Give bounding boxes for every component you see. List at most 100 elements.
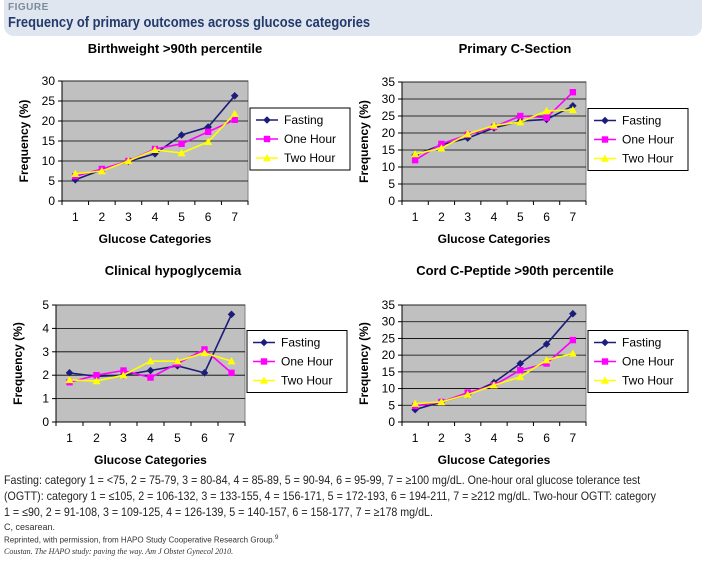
legend-marker bbox=[263, 116, 271, 124]
data-point bbox=[542, 356, 551, 364]
x-tick-label: 5 bbox=[178, 210, 185, 224]
y-tick-label: 0 bbox=[48, 194, 55, 208]
y-tick-label: 20 bbox=[382, 126, 396, 140]
y-tick-label: 20 bbox=[382, 348, 396, 362]
x-tick-label: 7 bbox=[570, 431, 577, 445]
data-point bbox=[231, 116, 238, 123]
x-tick-label: 2 bbox=[438, 210, 445, 224]
y-tick-label: 35 bbox=[382, 298, 396, 312]
figure-caption: Fasting: category 1 = <75, 2 = 75-79, 3 … bbox=[4, 473, 704, 521]
x-tick-label: 3 bbox=[125, 210, 132, 224]
y-axis-title: Frequency (%) bbox=[17, 100, 31, 183]
y-tick-label: 10 bbox=[382, 382, 396, 396]
y-tick-label: 1 bbox=[42, 392, 49, 406]
data-point bbox=[178, 140, 185, 147]
data-point bbox=[146, 366, 155, 375]
legend-label: Two Hour bbox=[281, 374, 332, 388]
data-point bbox=[411, 399, 420, 407]
y-tick-label: 5 bbox=[388, 177, 395, 191]
data-point bbox=[490, 381, 498, 389]
legend-label: One Hour bbox=[281, 355, 333, 369]
legend-marker bbox=[601, 338, 609, 347]
x-tick-label: 2 bbox=[93, 431, 100, 445]
legend-marker bbox=[263, 135, 271, 143]
y-tick-label: 20 bbox=[42, 114, 56, 128]
reprint-note: Reprinted, with permission, from HAPO St… bbox=[4, 534, 278, 545]
data-point bbox=[227, 310, 236, 319]
legend-marker bbox=[260, 338, 268, 347]
y-tick-label: 30 bbox=[382, 315, 396, 329]
data-point bbox=[65, 375, 74, 384]
data-point bbox=[569, 89, 577, 96]
y-tick-label: 5 bbox=[388, 398, 395, 412]
data-point bbox=[92, 377, 101, 385]
legend-marker bbox=[263, 154, 271, 162]
x-tick-label: 1 bbox=[412, 210, 419, 224]
y-tick-label: 3 bbox=[42, 345, 49, 359]
legend-label: One Hour bbox=[622, 355, 674, 369]
data-point bbox=[71, 176, 80, 184]
data-point bbox=[204, 137, 213, 145]
chart-1: Birthweight >90th percentile051015202530… bbox=[17, 41, 351, 246]
data-point bbox=[227, 357, 236, 365]
data-point bbox=[204, 128, 212, 135]
data-point bbox=[177, 149, 186, 157]
y-tick-label: 30 bbox=[382, 92, 396, 106]
legend-label: Fasting bbox=[622, 336, 661, 350]
legend-label: Two Hour bbox=[284, 151, 335, 165]
x-tick-label: 6 bbox=[543, 210, 550, 224]
x-tick-label: 6 bbox=[205, 210, 212, 224]
figure-title: Frequency of primary outcomes across glu… bbox=[8, 14, 371, 31]
data-point bbox=[93, 372, 100, 379]
data-point bbox=[173, 357, 182, 365]
x-tick-label: 5 bbox=[174, 431, 181, 445]
x-tick-label: 4 bbox=[491, 431, 498, 445]
data-point bbox=[147, 374, 154, 381]
chart-2: Primary C-Section 0 5 10 15 20 25 30 35 1 2 3 4 5 6 7 Gl… bbox=[357, 41, 689, 246]
x-axis-title: Glucose Categories bbox=[94, 453, 207, 467]
legend-label: One Hour bbox=[284, 132, 336, 146]
legend-marker bbox=[260, 376, 268, 384]
x-tick-label: 4 bbox=[491, 210, 498, 224]
chart-title: Cord C-Peptide >90th percentile bbox=[416, 263, 614, 278]
data-point bbox=[517, 112, 524, 120]
y-tick-label: 15 bbox=[382, 143, 396, 157]
y-tick-label: 25 bbox=[42, 94, 56, 108]
legend-marker bbox=[601, 116, 609, 125]
x-tick-label: 6 bbox=[201, 431, 208, 445]
data-point bbox=[543, 114, 550, 121]
x-tick-label: 3 bbox=[120, 431, 127, 445]
data-point bbox=[569, 309, 577, 318]
legend-label: Two Hour bbox=[622, 374, 673, 388]
chart-title: Birthweight >90th percentile bbox=[88, 41, 262, 56]
legend-marker bbox=[601, 358, 609, 365]
x-tick-label: 1 bbox=[412, 431, 419, 445]
legend-label: Fasting bbox=[622, 114, 661, 128]
data-point bbox=[463, 130, 472, 138]
data-point bbox=[65, 369, 74, 377]
data-point bbox=[542, 106, 551, 115]
data-point bbox=[438, 140, 445, 148]
data-point bbox=[490, 121, 498, 129]
y-tick-label: 25 bbox=[382, 109, 396, 123]
data-point bbox=[411, 405, 419, 414]
data-point bbox=[463, 134, 472, 142]
caption-line-3: 1 = ≤90, 2 = 91-108, 3 = 109-125, 4 = 12… bbox=[4, 506, 433, 519]
x-tick-label: 5 bbox=[517, 431, 524, 445]
y-tick-label: 5 bbox=[42, 298, 49, 312]
data-point bbox=[151, 145, 159, 153]
x-axis-title: Glucose Categories bbox=[438, 453, 551, 467]
data-point bbox=[516, 359, 525, 368]
x-axis-title: Glucose Categories bbox=[438, 232, 551, 246]
data-point bbox=[146, 357, 155, 365]
legend-marker bbox=[260, 358, 268, 365]
y-tick-label: 0 bbox=[42, 415, 49, 429]
chart-title: Clinical hypoglycemia bbox=[105, 263, 242, 278]
data-point bbox=[97, 167, 106, 175]
y-tick-label: 10 bbox=[42, 154, 56, 168]
data-point bbox=[230, 92, 239, 100]
data-point bbox=[437, 144, 446, 152]
data-point bbox=[569, 102, 577, 110]
legend-marker bbox=[601, 376, 609, 384]
